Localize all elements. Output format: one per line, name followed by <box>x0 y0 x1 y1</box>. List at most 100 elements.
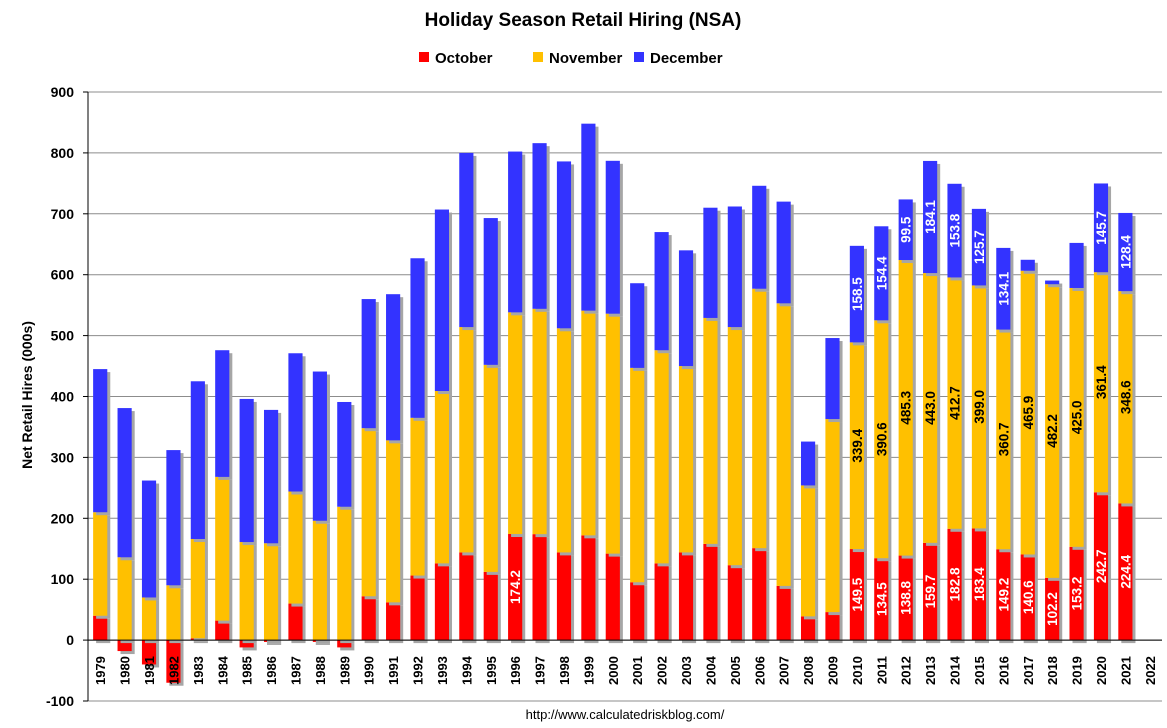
bar-december-1988 <box>312 371 327 521</box>
bar-october-1987 <box>288 603 303 641</box>
x-tick-label: 2007 <box>777 656 792 685</box>
bar-shadow <box>315 643 330 645</box>
data-label-november: 361.4 <box>1094 365 1109 399</box>
bars <box>93 123 1136 686</box>
bar-october-2000 <box>605 553 620 641</box>
bar-october-1995 <box>483 571 498 641</box>
x-tick-label: 1979 <box>93 656 108 685</box>
x-tick-label: 2000 <box>606 656 621 685</box>
bar-november-2006 <box>752 288 767 549</box>
data-label-december: 184.1 <box>923 200 938 234</box>
data-label-october: 183.4 <box>972 567 987 601</box>
bar-november-2017 <box>1020 270 1035 555</box>
legend-label-november: November <box>549 50 623 67</box>
x-tick-label: 2011 <box>874 656 889 684</box>
bar-december-2012 <box>898 199 913 261</box>
bar-october-2008 <box>800 616 816 641</box>
bar-november-1987 <box>288 491 303 604</box>
bar-november-2000 <box>605 313 620 554</box>
data-label-october: 159.7 <box>923 575 938 609</box>
bar-november-2009 <box>825 419 840 613</box>
bar-november-2013 <box>923 273 938 543</box>
x-tick-label: 1998 <box>557 656 572 685</box>
bar-november-2015 <box>971 285 987 529</box>
data-label-october: 149.5 <box>850 577 865 611</box>
bar-october-2006 <box>752 548 767 641</box>
bar-october-1984 <box>215 620 230 641</box>
x-tick-label: 2022 <box>1143 656 1158 685</box>
bar-december-2019 <box>1069 242 1084 288</box>
bar-december-1980 <box>117 408 132 558</box>
bar-october-2007 <box>776 585 791 641</box>
bar-november-2012 <box>898 260 913 556</box>
x-tick-label: 2003 <box>679 656 694 685</box>
bar-december-1986 <box>263 409 279 544</box>
data-label-november: 390.6 <box>874 422 889 456</box>
data-label-october: 153.2 <box>1070 577 1085 611</box>
y-tick-label: 900 <box>51 84 75 100</box>
bar-december-2004 <box>703 207 718 318</box>
bar-december-2005 <box>727 206 742 328</box>
legend-label-october: October <box>435 50 493 67</box>
bar-october-1990 <box>361 596 376 641</box>
bar-november-1992 <box>410 417 425 576</box>
data-label-november: 412.7 <box>948 386 963 420</box>
x-tick-label: 2017 <box>1021 656 1036 685</box>
bar-december-2018 <box>1045 280 1060 285</box>
bar-october-1985 <box>239 640 254 648</box>
bar-november-1986 <box>263 543 279 641</box>
bar-december-2021 <box>1118 212 1133 292</box>
bar-october-1979 <box>93 615 108 641</box>
bar-december-1979 <box>93 369 108 513</box>
bar-december-1981 <box>141 480 157 598</box>
x-tick-label: 2019 <box>1070 656 1085 685</box>
bar-october-1998 <box>556 552 572 641</box>
bar-october-1992 <box>410 575 425 641</box>
bar-october-2005 <box>727 565 742 641</box>
bar-december-2017 <box>1020 259 1035 271</box>
bar-december-2000 <box>605 160 620 314</box>
bar-november-1983 <box>190 539 205 639</box>
x-tick-label: 2010 <box>850 656 865 685</box>
legend-swatch-october <box>419 52 429 62</box>
data-label-october: 134.5 <box>874 582 889 616</box>
bar-november-1998 <box>556 328 572 553</box>
bar-december-1982 <box>166 450 181 586</box>
bar-december-1983 <box>190 381 205 540</box>
y-tick-label: 400 <box>51 389 75 405</box>
data-label-october: 138.8 <box>899 580 914 614</box>
x-tick-label: 2012 <box>899 656 914 685</box>
x-tick-label: 1980 <box>118 656 133 685</box>
y-tick-label: -100 <box>46 693 74 709</box>
bar-december-1985 <box>239 398 254 543</box>
legend-swatch-november <box>533 52 543 62</box>
bar-october-1999 <box>581 535 596 641</box>
bar-december-2016 <box>996 247 1011 330</box>
y-tick-label: 800 <box>51 145 75 161</box>
bar-december-1999 <box>581 123 596 311</box>
bar-december-2020 <box>1093 183 1109 273</box>
x-tick-label: 1981 <box>142 656 157 685</box>
bar-december-1997 <box>532 143 547 309</box>
bar-october-1996 <box>508 534 523 641</box>
x-tick-label: 2006 <box>752 656 767 685</box>
x-tick-label: 1985 <box>240 656 255 685</box>
bar-november-2003 <box>678 366 694 553</box>
x-tick-label: 2004 <box>703 655 718 685</box>
bar-november-2021 <box>1118 291 1133 504</box>
x-tick-label: 2015 <box>972 656 987 685</box>
data-label-november: 465.9 <box>1021 396 1036 430</box>
chart-title: Holiday Season Retail Hiring (NSA) <box>425 10 742 31</box>
data-label-november: 339.4 <box>850 428 865 462</box>
bar-october-2003 <box>678 552 694 641</box>
bar-october-1981 <box>141 640 157 665</box>
data-label-november: 425.0 <box>1070 400 1085 434</box>
bar-december-1996 <box>508 151 523 313</box>
bar-december-1993 <box>434 209 450 392</box>
bar-october-2019 <box>1069 546 1084 641</box>
data-label-november: 348.6 <box>1118 380 1133 414</box>
y-tick-label: 200 <box>51 510 75 526</box>
bar-october-2011 <box>874 558 889 641</box>
x-tick-label: 2001 <box>630 656 645 685</box>
data-label-november: 443.0 <box>923 391 938 425</box>
